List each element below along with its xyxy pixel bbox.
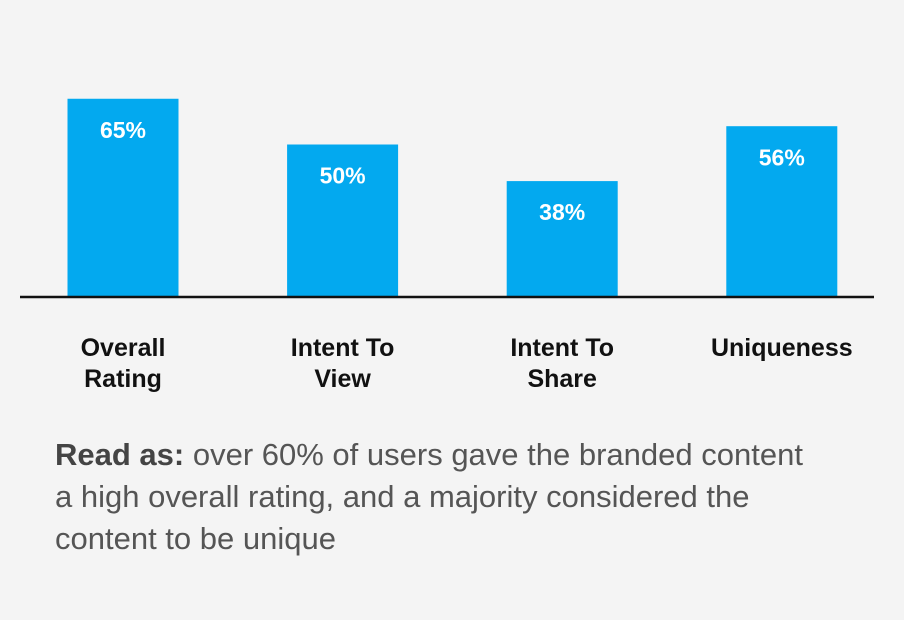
category-label: Uniqueness (710, 334, 853, 362)
value-label: 38% (539, 199, 585, 225)
value-label: 50% (320, 163, 366, 189)
value-label: 65% (100, 117, 146, 143)
bar (726, 126, 838, 297)
note-text: over 60% of users gave the branded conte… (55, 437, 803, 556)
category-label: Intent To View (290, 334, 395, 393)
category-label: Overall Rating (80, 334, 166, 393)
note: Read as: over 60% of users gave the bran… (55, 434, 815, 560)
note-lead: Read as: (55, 437, 185, 472)
value-label: 56% (759, 144, 805, 170)
category-label: Intent To Share (510, 334, 615, 393)
chart: 65% 50% 38% 56% (20, 98, 874, 299)
bar (506, 181, 618, 297)
bar (67, 98, 179, 297)
bar (287, 144, 399, 297)
